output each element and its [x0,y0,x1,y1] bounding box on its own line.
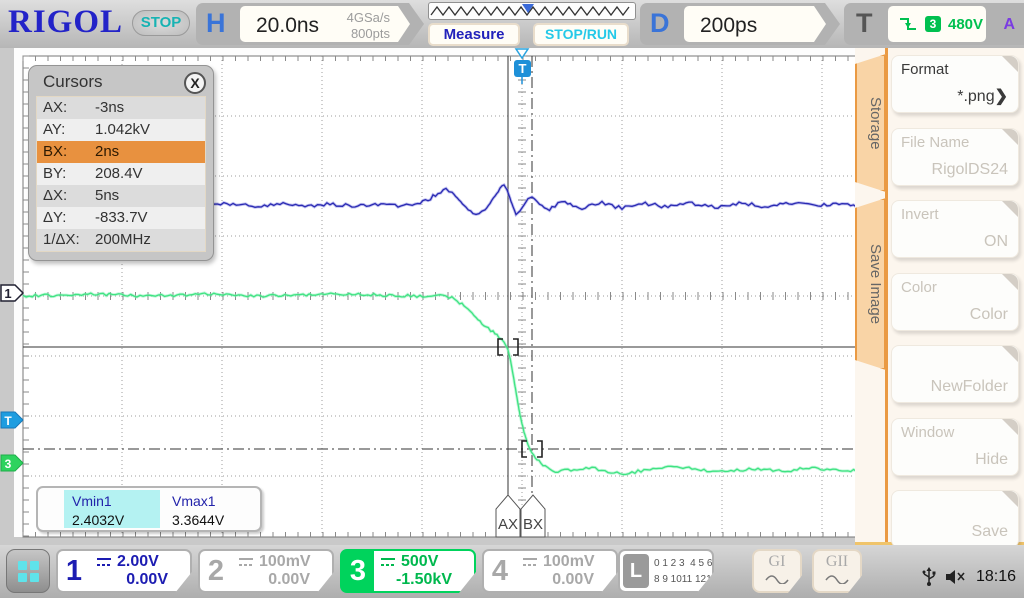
measure-button[interactable]: Measure [428,23,520,46]
sample-rate: 4GSa/s [346,10,390,25]
side-menu: Storage Save Image Format *.png❯ File Na… [855,48,1024,548]
cursor-row-by: BY: 208.4V [37,163,205,185]
t-label: T [856,8,873,38]
menu-item-invert[interactable]: Invert ON [891,200,1019,258]
channel-1-button[interactable]: 1 2.00V 0.00V [56,549,192,593]
cursors-panel-title: Cursors [43,72,103,91]
cursor-row-freq: 1/ΔX: 200MHz [37,229,205,251]
dc-coupling-icon [522,556,538,568]
sine-wave-icon [764,572,790,584]
generator-1-button[interactable]: GI [752,549,802,593]
speaker-muted-icon [945,570,965,584]
usb-icon [922,567,936,586]
h-label: H [206,8,226,38]
sine-wave-icon [824,572,850,584]
ch3-position-marker[interactable]: 3 [0,454,24,472]
cursors-panel: Cursors X AX: -3ns AY: 1.042kV BX: 2ns BY: 2… [28,65,214,261]
horizontal-timebase-panel: H 20.0ns 4GSa/s 800pts [196,3,424,45]
d-label: D [650,8,670,38]
cursor-ax-tag[interactable]: AX [495,494,521,538]
cursor-row-dy: ΔY: -833.7V [37,207,205,229]
menu-edge-divider [885,48,888,542]
run-state-indicator: STOP [132,10,190,36]
clock: 18:16 [975,568,1016,585]
cursor-row-ax: AX: -3ns [37,97,205,119]
trigger-level-marker[interactable]: T [0,411,24,429]
measurement-vmax[interactable]: Vmax1 3.3644V [172,493,225,528]
rigol-logo: RIGOL [8,4,124,40]
menu-item-new-folder[interactable]: NewFolder [891,345,1019,403]
cursor-b-bracket [521,440,543,458]
trigger-sweep-mode: A [1003,16,1015,33]
menu-item-color[interactable]: Color Color [891,272,1019,331]
dc-coupling-icon [96,556,112,568]
trigger-position-flag[interactable]: T [514,48,531,84]
memory-position-bar[interactable] [428,2,636,20]
trigger-level-value: 480V [948,15,984,33]
cursor-row-dx: ΔX: 5ns [37,185,205,207]
dc-coupling-icon [380,556,396,568]
svg-text:1: 1 [4,286,11,301]
submenu-arrow-icon: ❯ [994,88,1008,105]
close-icon[interactable]: X [184,72,206,94]
stop-run-button[interactable]: STOP/RUN [533,23,629,46]
svg-text:3: 3 [5,457,12,471]
trigger-source-badge: 3 [925,16,941,32]
trigger-panel: T 3 480V A [844,3,1024,45]
memory-depth: 800pts [350,26,390,41]
trace-ch1-blue [204,184,862,216]
waveform-traces [22,182,863,477]
channel-status-bar: 1 2.00V 0.00V 2 100mV 0.00V 3 500V -1.50… [0,545,1024,598]
tab-storage[interactable]: Storage [855,54,886,192]
menu-item-file-name[interactable]: File Name RigolDS24 [891,127,1019,186]
menu-item-window[interactable]: Window Hide [891,417,1019,476]
generator-2-button[interactable]: GII [812,549,862,593]
tab-save-image[interactable]: Save Image [855,198,886,370]
timebase-value: 20.0ns [256,14,320,37]
menu-item-save[interactable]: Save [891,490,1019,548]
menu-item-format[interactable]: Format *.png❯ [891,55,1019,113]
measurement-panel: Vmin1 2.4032V Vmax1 3.3644V [36,486,262,532]
svg-text:T: T [519,61,527,76]
cursor-a-bracket [497,338,519,356]
delay-value: 200ps [700,14,758,37]
channel-4-button[interactable]: 4 100mV 0.00V [482,549,618,593]
falling-edge-trigger-icon [900,18,916,30]
trace-ch3-green [22,292,863,476]
channel-2-button[interactable]: 2 100mV 0.00V [198,549,334,593]
delay-panel: D 200ps [640,3,840,45]
main-menu-button[interactable] [6,549,50,593]
ch1-position-marker[interactable]: 1 [0,284,25,302]
channel-3-button[interactable]: 3 500V -1.50kV [340,549,476,593]
svg-text:BX: BX [523,516,543,533]
measurement-vmin[interactable]: Vmin1 2.4032V [64,490,160,528]
cursor-row-ay: AY: 1.042kV [37,119,205,141]
svg-text:AX: AX [498,516,518,533]
svg-text:T: T [4,414,12,428]
top-bar: RIGOL STOP H 20.0ns 4GSa/s 800pts Measur… [0,0,1024,48]
dc-coupling-icon [238,556,254,568]
memory-position-triangle-icon [522,4,534,13]
cursor-bx-tag[interactable]: BX [520,494,546,538]
menu-grid-icon [18,561,40,583]
cursor-row-bx: BX: 2ns [37,141,205,163]
